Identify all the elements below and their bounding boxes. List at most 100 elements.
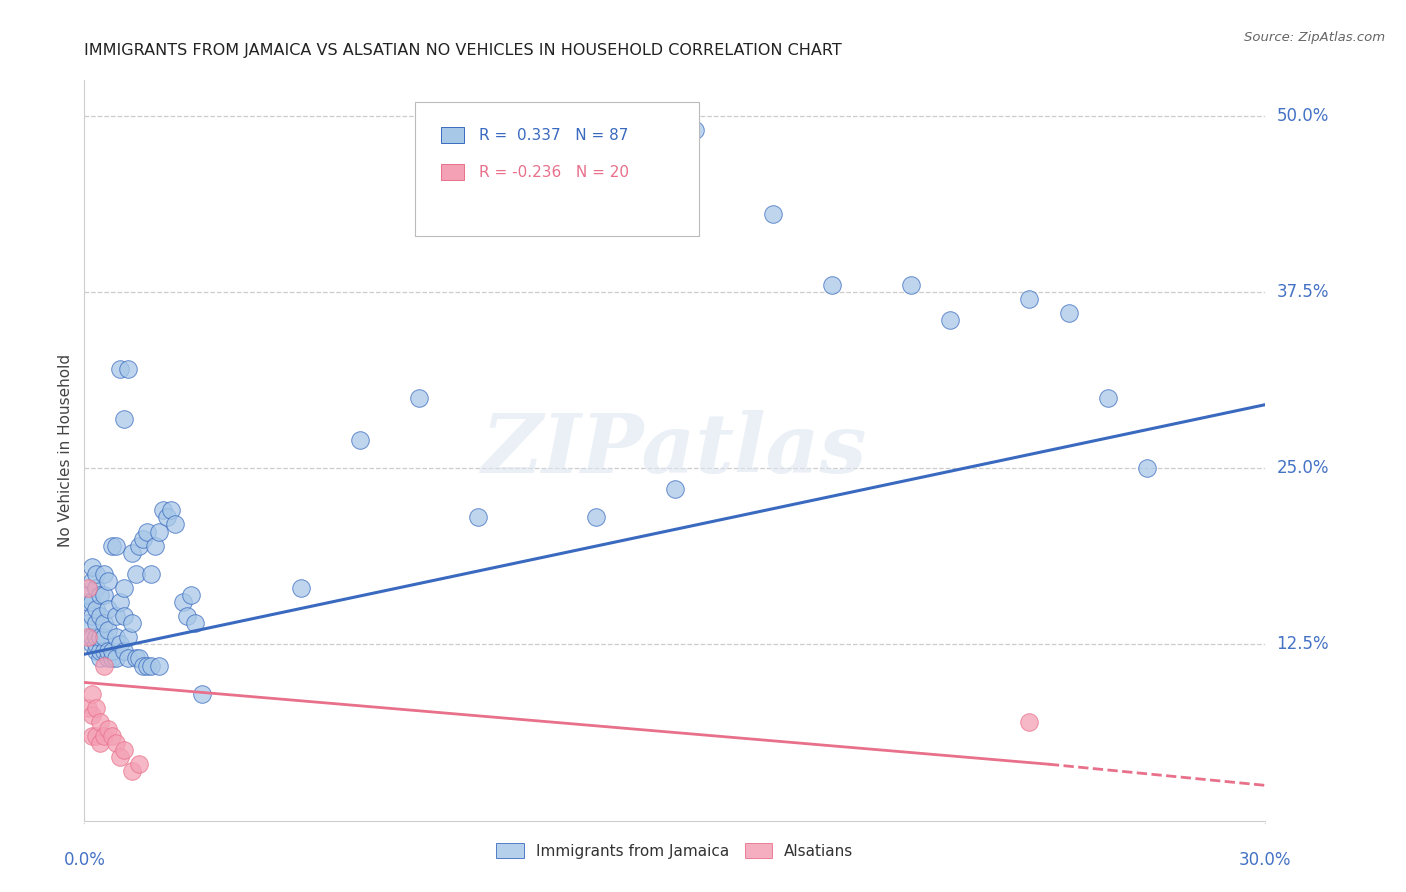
Text: 30.0%: 30.0% <box>1239 851 1292 869</box>
Point <box>900 277 922 292</box>
Point <box>82 707 104 722</box>
Point <box>84 581 107 595</box>
Point <box>176 609 198 624</box>
Point <box>82 595 104 609</box>
Text: 25.0%: 25.0% <box>1277 459 1329 477</box>
Point <box>664 482 686 496</box>
Text: 0.0%: 0.0% <box>63 851 105 869</box>
Point <box>128 539 150 553</box>
Point <box>117 651 139 665</box>
Point <box>97 651 120 665</box>
Point <box>121 616 143 631</box>
Text: Source: ZipAtlas.com: Source: ZipAtlas.com <box>1244 31 1385 45</box>
Point <box>121 764 143 779</box>
Point <box>141 658 163 673</box>
Point <box>108 362 131 376</box>
Point <box>77 630 100 644</box>
Point <box>82 574 104 588</box>
Point <box>84 630 107 644</box>
Point <box>104 736 127 750</box>
Point <box>101 729 124 743</box>
Point <box>132 532 155 546</box>
Point <box>89 609 111 624</box>
Point <box>84 729 107 743</box>
Point <box>84 637 107 651</box>
Point <box>108 595 131 609</box>
Point <box>290 581 312 595</box>
Point <box>143 539 166 553</box>
Point <box>108 750 131 764</box>
FancyBboxPatch shape <box>415 103 699 235</box>
Point <box>117 362 139 376</box>
Point <box>97 624 120 638</box>
Text: 50.0%: 50.0% <box>1277 106 1329 125</box>
Point <box>93 588 115 602</box>
Point <box>1018 714 1040 729</box>
Point <box>128 651 150 665</box>
Point <box>121 546 143 560</box>
Point <box>349 433 371 447</box>
Point <box>82 637 104 651</box>
Point <box>112 609 135 624</box>
Point <box>89 714 111 729</box>
Point <box>124 651 146 665</box>
Legend: Immigrants from Jamaica, Alsatians: Immigrants from Jamaica, Alsatians <box>491 837 859 865</box>
Point <box>101 651 124 665</box>
Point <box>89 630 111 644</box>
Point <box>112 743 135 757</box>
Point <box>93 630 115 644</box>
Point <box>97 602 120 616</box>
Point <box>82 609 104 624</box>
Point <box>1097 391 1119 405</box>
Point <box>112 411 135 425</box>
Text: 12.5%: 12.5% <box>1277 635 1329 653</box>
Point <box>148 658 170 673</box>
Point <box>101 539 124 553</box>
Point <box>82 559 104 574</box>
Point <box>93 616 115 631</box>
Point <box>93 729 115 743</box>
Point <box>77 701 100 715</box>
Point <box>762 207 785 221</box>
Point <box>408 391 430 405</box>
Point <box>683 122 706 136</box>
Point <box>183 616 205 631</box>
Point <box>136 524 159 539</box>
Point <box>136 658 159 673</box>
Point <box>821 277 844 292</box>
Point <box>585 510 607 524</box>
Point <box>89 588 111 602</box>
Point <box>141 566 163 581</box>
Point <box>89 644 111 658</box>
Point <box>77 581 100 595</box>
Point <box>124 566 146 581</box>
FancyBboxPatch shape <box>441 164 464 180</box>
Point <box>156 510 179 524</box>
Point <box>93 658 115 673</box>
Y-axis label: No Vehicles in Household: No Vehicles in Household <box>58 354 73 547</box>
Point <box>82 630 104 644</box>
Point <box>1057 306 1080 320</box>
Text: IMMIGRANTS FROM JAMAICA VS ALSATIAN NO VEHICLES IN HOUSEHOLD CORRELATION CHART: IMMIGRANTS FROM JAMAICA VS ALSATIAN NO V… <box>84 44 842 58</box>
Text: ZIPatlas: ZIPatlas <box>482 410 868 491</box>
Point <box>104 609 127 624</box>
Point <box>101 644 124 658</box>
Point <box>160 503 183 517</box>
Point <box>191 687 214 701</box>
Point <box>93 644 115 658</box>
Point <box>1136 461 1159 475</box>
Point <box>84 644 107 658</box>
Point <box>93 566 115 581</box>
Point <box>84 566 107 581</box>
Point <box>77 588 100 602</box>
Point <box>148 524 170 539</box>
Point <box>117 630 139 644</box>
Point <box>128 757 150 772</box>
Point <box>97 644 120 658</box>
Point <box>180 588 202 602</box>
Point <box>163 517 186 532</box>
Point <box>132 658 155 673</box>
Text: R =  0.337   N = 87: R = 0.337 N = 87 <box>478 128 628 143</box>
Point <box>82 729 104 743</box>
Point <box>89 736 111 750</box>
